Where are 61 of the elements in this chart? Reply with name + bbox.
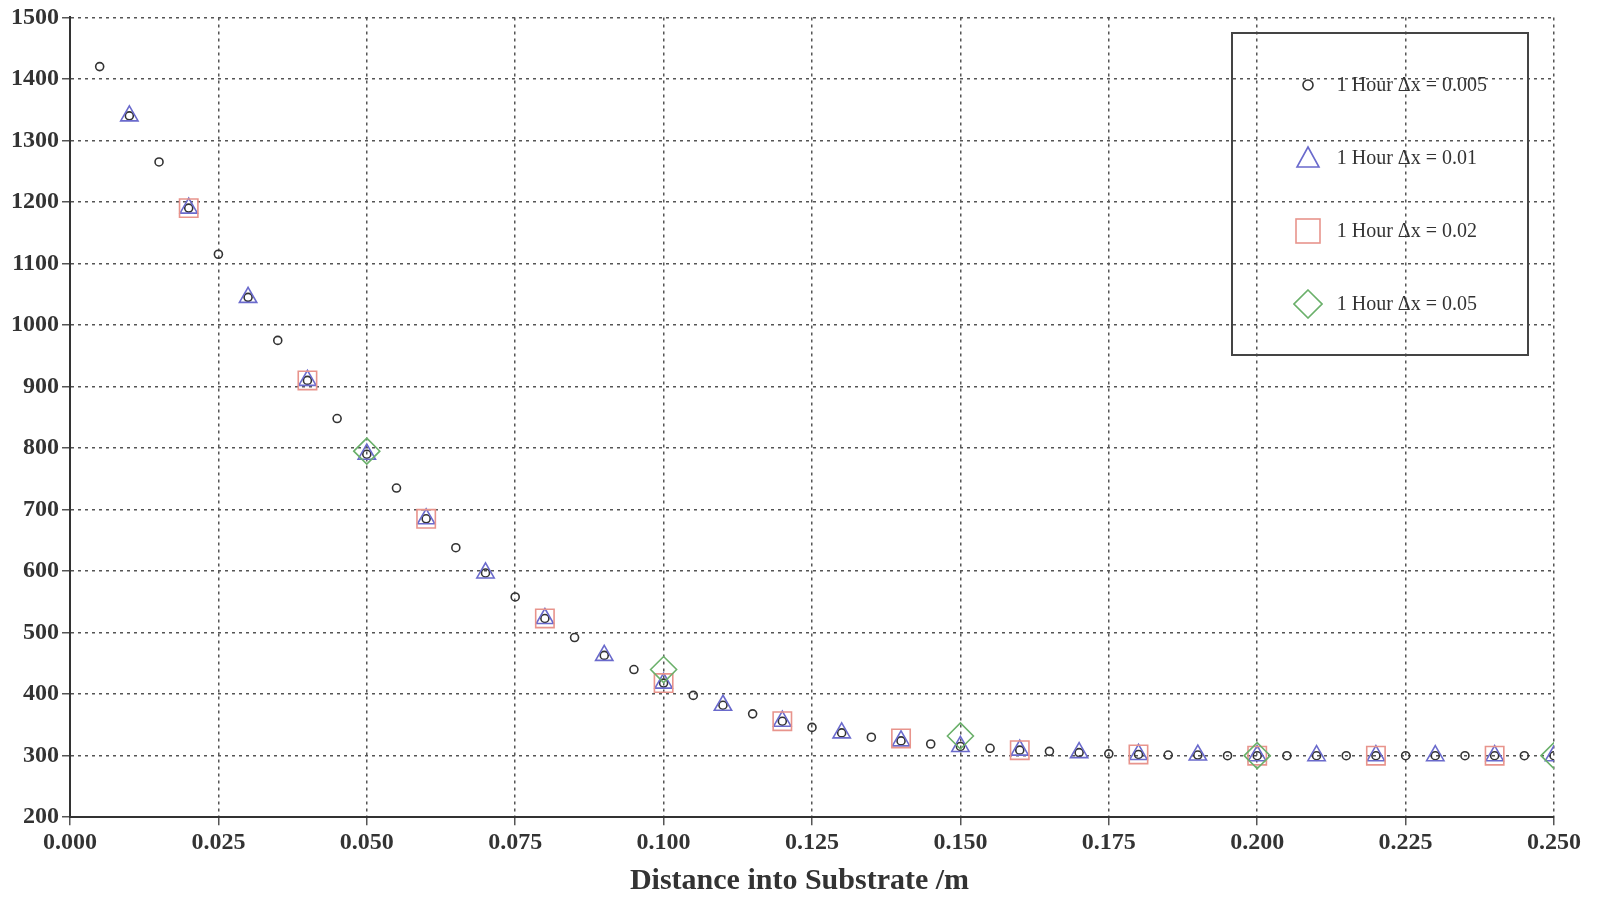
x-tick-label: 0.025 xyxy=(191,827,246,854)
y-tick-label: 800 xyxy=(23,433,59,460)
point xyxy=(653,673,674,694)
point xyxy=(1400,750,1411,761)
point xyxy=(1222,750,1233,761)
point xyxy=(353,437,381,465)
legend-label: 1 Hour Δx = 0.01 xyxy=(1336,146,1477,170)
x-tick-label: 0.075 xyxy=(488,827,543,854)
x-tick-label: 0.150 xyxy=(933,827,988,854)
y-tick-label: 600 xyxy=(23,556,59,583)
legend-label: 1 Hour Δx = 0.05 xyxy=(1336,292,1477,316)
point xyxy=(94,61,105,72)
legend-label: 1 Hour Δx = 0.02 xyxy=(1336,219,1477,243)
point xyxy=(946,722,975,750)
y-tick-label: 1000 xyxy=(11,310,59,337)
x-tick-label: 0.125 xyxy=(785,827,839,854)
x-tick-label: 0.050 xyxy=(339,827,394,854)
y-tick-label: 200 xyxy=(23,802,59,829)
point xyxy=(213,249,224,260)
point xyxy=(688,690,699,701)
point xyxy=(178,198,199,219)
point xyxy=(1460,750,1470,761)
x-tick-label: 0.200 xyxy=(1230,827,1285,854)
point xyxy=(154,157,164,167)
point xyxy=(272,335,283,346)
point xyxy=(807,722,817,733)
y-tick-label: 900 xyxy=(23,371,59,398)
legend-label: 1 Hour Δx = 0.005 xyxy=(1336,73,1487,97)
y-tick-label: 1400 xyxy=(11,64,59,91)
x-axis-title: Distance into Substrate /m xyxy=(628,862,971,896)
point xyxy=(866,732,877,743)
y-tick-label: 700 xyxy=(23,494,59,521)
point xyxy=(451,542,461,553)
x-tick-label: 0.000 xyxy=(43,827,97,854)
point xyxy=(649,655,678,684)
y-tick-label: 1100 xyxy=(12,248,59,275)
point xyxy=(1163,750,1173,760)
x-tick-label: 0.250 xyxy=(1527,827,1581,854)
point xyxy=(925,739,936,749)
point xyxy=(569,632,580,643)
point xyxy=(629,664,639,675)
y-tick-label: 1200 xyxy=(11,187,59,214)
point xyxy=(747,709,758,719)
y-tick-label: 500 xyxy=(23,617,59,644)
x-tick-label: 0.100 xyxy=(636,827,691,854)
y-tick-label: 400 xyxy=(23,679,59,706)
point xyxy=(1009,740,1030,761)
point xyxy=(1044,746,1055,757)
point xyxy=(1104,749,1114,759)
point xyxy=(1341,750,1352,761)
point xyxy=(391,483,402,493)
y-tick-label: 1300 xyxy=(11,125,59,152)
point xyxy=(332,413,342,424)
x-tick-label: 0.225 xyxy=(1378,827,1433,854)
y-tick-label: 1500 xyxy=(11,2,59,29)
point xyxy=(1519,750,1530,761)
x-tick-label: 0.175 xyxy=(1081,827,1136,854)
y-tick-label: 300 xyxy=(23,740,59,767)
point xyxy=(510,592,520,602)
point xyxy=(1282,750,1292,761)
point xyxy=(985,743,995,754)
